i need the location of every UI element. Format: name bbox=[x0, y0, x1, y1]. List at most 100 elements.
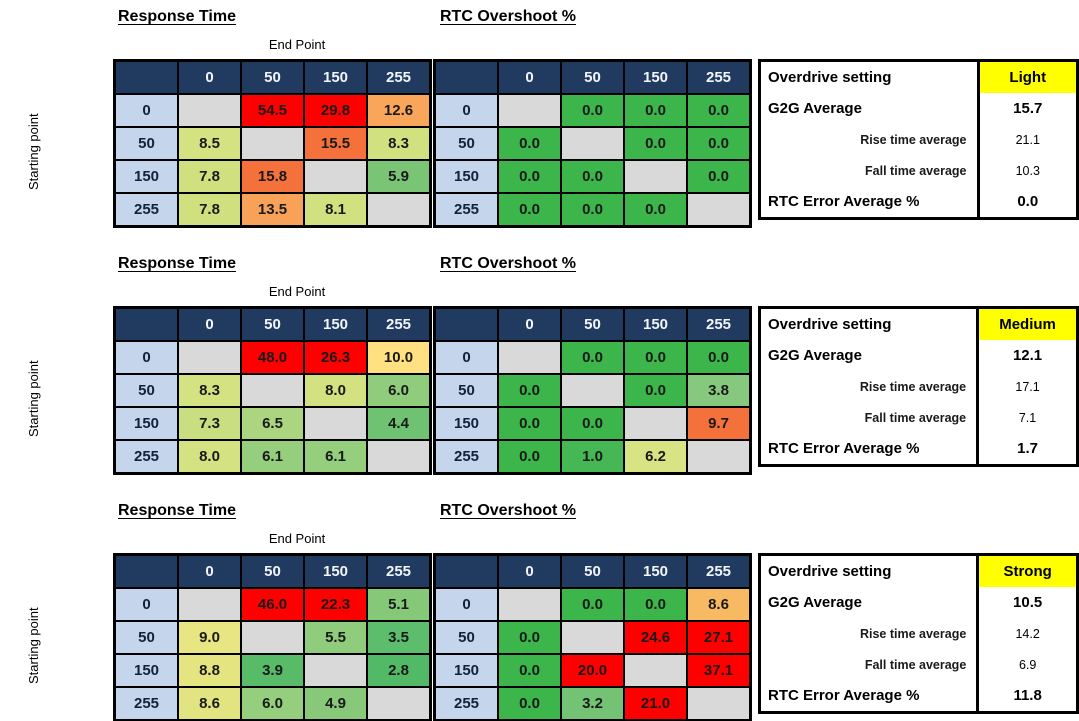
empty-diagonal-cell bbox=[686, 439, 752, 475]
heatmap-value-cell: 10.0 bbox=[366, 340, 432, 375]
summary-label: RTC Error Average % bbox=[768, 193, 920, 210]
empty-diagonal-cell bbox=[177, 340, 242, 375]
column-header-cell: 255 bbox=[686, 59, 752, 95]
empty-diagonal-cell bbox=[497, 340, 562, 375]
heatmap-value-cell: 0.0 bbox=[497, 439, 562, 475]
empty-diagonal-cell bbox=[497, 93, 562, 128]
column-header-cell: 150 bbox=[623, 59, 688, 95]
column-header-cell: 255 bbox=[686, 306, 752, 342]
rtc-overshoot-table: 0 50 150 255 0 0.0 0.0 0.0 50 0.0 0.0 3.8 150 0.0 0.0 9… bbox=[433, 306, 752, 475]
heatmap-value-cell: 3.2 bbox=[560, 686, 625, 721]
heatmap-value-cell: 29.8 bbox=[303, 93, 368, 128]
overdrive-block-light: Response Time RTC Overshoot % End Point … bbox=[0, 0, 1079, 247]
row-header-cell: 255 bbox=[433, 686, 499, 721]
rtc-overshoot-table: 0 50 150 255 0 0.0 0.0 0.0 50 0.0 0.0 0.0 150 0.0 0.0 0… bbox=[433, 59, 752, 228]
heatmap-value-cell: 0.0 bbox=[623, 93, 688, 128]
heatmap-value-cell: 46.0 bbox=[240, 587, 305, 622]
summary-value: 10.3 bbox=[976, 155, 1078, 186]
heatmap-value-cell: 8.6 bbox=[686, 587, 752, 622]
row-header-cell: 50 bbox=[433, 373, 499, 408]
corner-cell bbox=[433, 59, 499, 95]
heatmap-value-cell: 0.0 bbox=[623, 373, 688, 408]
summary-value: 14.2 bbox=[976, 618, 1078, 649]
heatmap-value-cell: 9.0 bbox=[177, 620, 242, 655]
column-header-cell: 150 bbox=[303, 59, 368, 95]
starting-point-axis-label: Starting point bbox=[26, 360, 41, 438]
heatmap-value-cell: 0.0 bbox=[686, 126, 752, 161]
summary-value: 10.5 bbox=[976, 587, 1078, 618]
empty-diagonal-cell bbox=[366, 439, 432, 475]
row-header-cell: 50 bbox=[433, 126, 499, 161]
heatmap-value-cell: 6.1 bbox=[303, 439, 368, 475]
summary-value: 12.1 bbox=[976, 340, 1078, 371]
column-header-cell: 0 bbox=[177, 59, 242, 95]
summary-label: Overdrive setting bbox=[768, 563, 892, 580]
heatmap-value-cell: 27.1 bbox=[686, 620, 752, 655]
heatmap-value-cell: 0.0 bbox=[560, 340, 625, 375]
heatmap-value-cell: 6.2 bbox=[623, 439, 688, 475]
heatmap-value-cell: 8.5 bbox=[177, 126, 242, 161]
summary-label: Rise time average bbox=[859, 626, 967, 641]
heatmap-value-cell: 0.0 bbox=[623, 192, 688, 228]
heatmap-value-cell: 0.0 bbox=[623, 126, 688, 161]
column-header-cell: 0 bbox=[497, 553, 562, 589]
empty-diagonal-cell bbox=[240, 620, 305, 655]
column-header-cell: 150 bbox=[303, 553, 368, 589]
heatmap-value-cell: 8.8 bbox=[177, 653, 242, 688]
empty-diagonal-cell bbox=[240, 126, 305, 161]
column-header-cell: 0 bbox=[497, 306, 562, 342]
response-time-title: Response Time bbox=[118, 502, 236, 519]
row-header-cell: 50 bbox=[433, 620, 499, 655]
row-header-cell: 150 bbox=[433, 653, 499, 688]
column-header-cell: 0 bbox=[177, 553, 242, 589]
row-header-cell: 150 bbox=[113, 159, 179, 194]
heatmap-value-cell: 9.7 bbox=[686, 406, 752, 441]
summary-value: 0.0 bbox=[976, 186, 1078, 219]
heatmap-value-cell: 8.3 bbox=[366, 126, 432, 161]
heatmap-value-cell: 0.0 bbox=[560, 406, 625, 441]
summary-value: 11.8 bbox=[976, 680, 1078, 713]
heatmap-value-cell: 21.0 bbox=[623, 686, 688, 721]
column-header-cell: 50 bbox=[240, 553, 305, 589]
heatmap-value-cell: 0.0 bbox=[497, 653, 562, 688]
summary-value: 17.1 bbox=[976, 371, 1078, 402]
column-header-cell: 150 bbox=[623, 306, 688, 342]
heatmap-value-cell: 48.0 bbox=[240, 340, 305, 375]
end-point-axis-label: End Point bbox=[268, 284, 326, 299]
row-header-cell: 0 bbox=[433, 587, 499, 622]
column-header-cell: 150 bbox=[623, 553, 688, 589]
heatmap-value-cell: 7.8 bbox=[177, 159, 242, 194]
overdrive-block-strong: Response Time RTC Overshoot % End Point … bbox=[0, 494, 1079, 721]
column-header-cell: 50 bbox=[560, 553, 625, 589]
row-header-cell: 255 bbox=[433, 192, 499, 228]
empty-diagonal-cell bbox=[303, 406, 368, 441]
empty-diagonal-cell bbox=[560, 373, 625, 408]
column-header-cell: 255 bbox=[366, 553, 432, 589]
heatmap-value-cell: 4.4 bbox=[366, 406, 432, 441]
response-time-table: 0 50 150 255 0 46.0 22.3 5.1 50 9.0 5.5 3.5 150 8.8 3.… bbox=[113, 553, 432, 721]
row-header-cell: 255 bbox=[113, 192, 179, 228]
heatmap-value-cell: 22.3 bbox=[303, 587, 368, 622]
summary-label: RTC Error Average % bbox=[768, 440, 920, 457]
heatmap-value-cell: 26.3 bbox=[303, 340, 368, 375]
heatmap-value-cell: 37.1 bbox=[686, 653, 752, 688]
overdrive-block-medium: Response Time RTC Overshoot % End Point … bbox=[0, 247, 1079, 494]
heatmap-value-cell: 0.0 bbox=[686, 340, 752, 375]
summary-label: G2G Average bbox=[768, 594, 862, 611]
heatmap-value-cell: 0.0 bbox=[623, 587, 688, 622]
empty-diagonal-cell bbox=[303, 653, 368, 688]
row-header-cell: 50 bbox=[113, 126, 179, 161]
row-header-cell: 50 bbox=[113, 373, 179, 408]
heatmap-value-cell: 0.0 bbox=[560, 587, 625, 622]
heatmap-value-cell: 0.0 bbox=[686, 159, 752, 194]
end-point-axis-label: End Point bbox=[268, 37, 326, 52]
heatmap-value-cell: 0.0 bbox=[560, 159, 625, 194]
end-point-axis-label: End Point bbox=[268, 531, 326, 546]
heatmap-value-cell: 6.1 bbox=[240, 439, 305, 475]
empty-diagonal-cell bbox=[623, 159, 688, 194]
empty-diagonal-cell bbox=[497, 587, 562, 622]
row-header-cell: 0 bbox=[433, 340, 499, 375]
corner-cell bbox=[113, 306, 179, 342]
summary-label: RTC Error Average % bbox=[768, 687, 920, 704]
heatmap-value-cell: 1.0 bbox=[560, 439, 625, 475]
